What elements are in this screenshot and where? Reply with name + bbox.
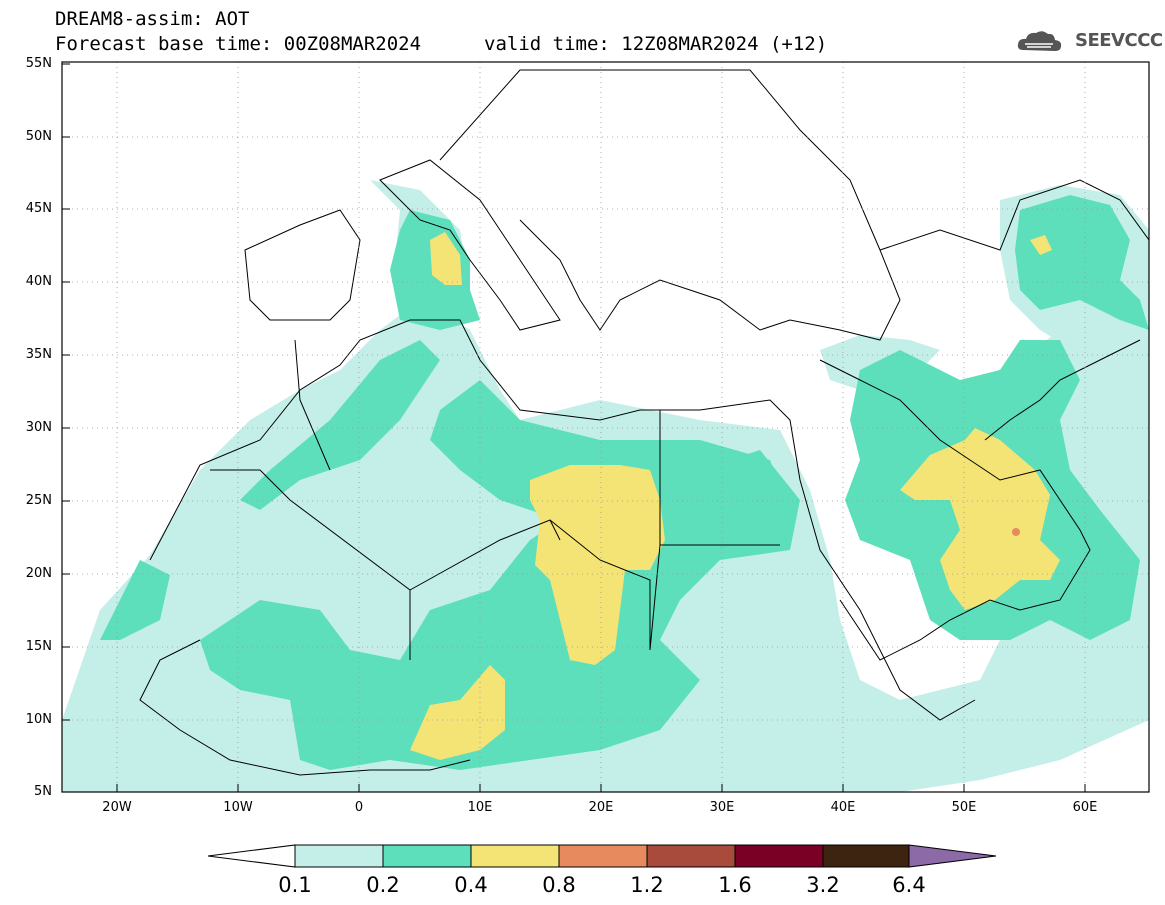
lat-label: 10N	[25, 712, 52, 727]
forecast-base-time: Forecast base time: 00Z08MAR2024	[55, 33, 422, 55]
lat-label: 45N	[25, 201, 52, 216]
colorbar-segment	[908, 844, 997, 868]
lat-label: 50N	[25, 129, 52, 144]
lon-label: 40E	[830, 800, 856, 815]
aot-peak-1.2	[1012, 528, 1020, 536]
lon-label: 10E	[467, 800, 493, 815]
colorbar	[207, 844, 997, 868]
colorbar-segment	[294, 844, 384, 868]
colorbar-label: 1.2	[630, 873, 664, 897]
logo-text: SEEVCCC	[1075, 30, 1163, 51]
colorbar-segment	[734, 844, 824, 868]
aot-region-0.4	[430, 232, 462, 285]
colorbar-label: 0.4	[454, 873, 488, 897]
lat-label: 55N	[25, 56, 52, 71]
lat-label: 5N	[34, 784, 52, 799]
lat-label: 15N	[25, 639, 52, 654]
lon-label: 50E	[951, 800, 977, 815]
lat-label: 35N	[25, 347, 52, 362]
map-title: DREAM8-assim: AOT	[55, 8, 250, 30]
colorbar-label: 1.6	[718, 873, 752, 897]
plot-frame	[61, 61, 1150, 793]
grid-lines	[62, 62, 1149, 792]
cloud-icon	[1017, 31, 1062, 51]
aot-region-0.4	[410, 665, 505, 760]
colorbar-segment	[558, 844, 648, 868]
lon-label: 20E	[588, 800, 614, 815]
lon-label: 10W	[223, 800, 253, 815]
lat-label: 20N	[25, 566, 52, 581]
colorbar-segment	[207, 844, 296, 868]
colorbar-label: 3.2	[806, 873, 840, 897]
colorbar-label: 0.1	[278, 873, 312, 897]
aot-region-0.2	[1015, 195, 1149, 330]
aot-region-0.4	[1030, 235, 1052, 255]
coastlines	[139, 69, 1149, 776]
lon-label: 60E	[1072, 800, 1098, 815]
colorbar-segment	[646, 844, 736, 868]
lat-label: 30N	[25, 420, 52, 435]
colorbar-label: 0.2	[366, 873, 400, 897]
lat-label: 25N	[25, 493, 52, 508]
colorbar-segment	[822, 844, 910, 868]
valid-time: valid time: 12Z08MAR2024 (+12)	[484, 33, 828, 55]
aot-region-0.4	[900, 428, 1060, 610]
aot-region-0.2	[200, 450, 800, 770]
aot-region-0.4	[530, 465, 665, 665]
aot-fields	[62, 180, 1149, 792]
lat-label: 40N	[25, 274, 52, 289]
lon-label: 0	[354, 800, 364, 815]
colorbar-segment	[470, 844, 560, 868]
colorbar-label: 6.4	[892, 873, 926, 897]
lon-label: 20W	[102, 800, 132, 815]
colorbar-label: 0.8	[542, 873, 576, 897]
colorbar-segment	[382, 844, 472, 868]
axis-ticks	[62, 63, 1086, 792]
lon-label: 30E	[709, 800, 735, 815]
aot-region-0.2	[100, 560, 170, 640]
aot-region-0.2	[240, 340, 440, 510]
